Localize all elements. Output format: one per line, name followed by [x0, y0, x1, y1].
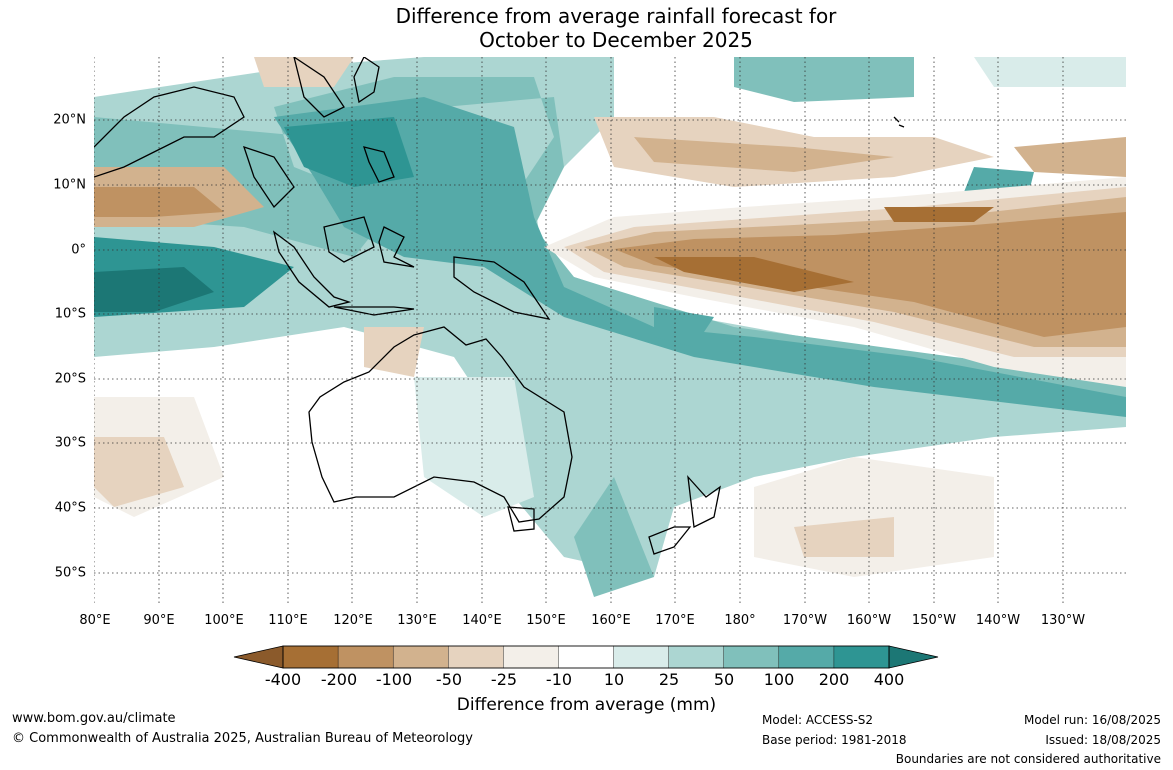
model-run-date: Model run: 16/08/2025 [1023, 713, 1161, 727]
graticule [94, 57, 1126, 605]
lon-tick-160e: 160°E [591, 613, 631, 628]
lon-tick-130e: 130°E [397, 613, 437, 628]
tasmania-coastline [507, 506, 535, 532]
colorbar-label: -25 [490, 670, 518, 689]
new-zealand-south-coastline [648, 526, 692, 555]
lat-tick-10n: 10°N [53, 177, 86, 193]
lat-tick-50s: 50°S [54, 565, 86, 581]
issued-date: Issued: 18/08/2025 [1045, 733, 1161, 747]
sumatra-coastline [272, 230, 352, 308]
colorbar [233, 645, 939, 669]
colorbar-label: 400 [873, 670, 905, 689]
lon-tick-90e: 90°E [143, 613, 175, 628]
wet-anomaly-region [94, 57, 1126, 597]
china-coastline [293, 57, 345, 118]
colorbar-label: -200 [320, 670, 358, 689]
lon-tick-120e: 120°E [333, 613, 373, 628]
colorbar-label: -400 [264, 670, 302, 689]
philippines-coastline [363, 146, 395, 183]
lat-tick-20n: 20°N [53, 112, 86, 128]
model-name: Model: ACCESS-S2 [762, 713, 874, 727]
new-guinea-coastline [453, 256, 551, 320]
colorbar-label: -100 [375, 670, 413, 689]
lon-tick-160w: 160°W [846, 613, 892, 628]
lon-tick-140w: 140°W [975, 613, 1021, 628]
hawaii-coastline [893, 116, 905, 128]
borneo-coastline [323, 216, 375, 263]
lon-tick-180: 180° [724, 613, 756, 628]
east-asia-coastline [353, 57, 380, 104]
map-title: Difference from average rainfall forecas… [0, 4, 1173, 52]
colorbar-cell [448, 645, 505, 669]
lon-tick-130w: 130°W [1040, 613, 1086, 628]
lon-tick-150e: 150°E [526, 613, 566, 628]
colorbar-cell [558, 645, 615, 669]
lon-tick-150w: 150°W [911, 613, 957, 628]
colorbar-label: 50 [713, 670, 735, 689]
lat-tick-20s: 20°S [54, 371, 86, 387]
sulawesi-coastline [378, 226, 415, 268]
colorbar-label: 100 [763, 670, 795, 689]
lat-tick-0: 0° [71, 242, 86, 258]
coastlines [94, 57, 905, 555]
colorbar-cell [503, 645, 560, 669]
colorbar-extend-high [889, 646, 938, 668]
colorbar-label: 10 [603, 670, 625, 689]
title-line-1: Difference from average rainfall forecas… [395, 4, 837, 28]
colorbar-cell [668, 645, 725, 669]
lon-tick-110e: 110°E [268, 613, 308, 628]
colorbar-cell [778, 645, 835, 669]
colorbar-extend-low [234, 646, 283, 668]
lon-tick-100e: 100°E [204, 613, 244, 628]
colorbar-cell [392, 645, 449, 669]
boundaries-disclaimer: Boundaries are not considered authoritat… [895, 752, 1161, 766]
base-period: Base period: 1981-2018 [762, 733, 907, 747]
colorbar-cell [282, 645, 339, 669]
colorbar-cell [337, 645, 394, 669]
dry-anomaly-region [94, 57, 1126, 577]
lon-tick-140e: 140°E [462, 613, 502, 628]
title-line-2: October to December 2025 [479, 28, 753, 52]
colorbar-cell [723, 645, 780, 669]
lon-tick-170w: 170°W [782, 613, 828, 628]
australia-coastline [308, 326, 573, 523]
colorbar-label: 200 [818, 670, 850, 689]
colorbar-label: -10 [545, 670, 573, 689]
java-coastline [333, 306, 415, 316]
colorbar-cell [833, 645, 890, 669]
colorbar-cell [613, 645, 670, 669]
south-asia-coastline [94, 86, 245, 178]
copyright-text: © Commonwealth of Australia 2025, Austra… [12, 731, 473, 746]
website-link[interactable]: www.bom.gov.au/climate [12, 711, 176, 726]
rainfall-map [94, 57, 1126, 605]
colorbar-title: Difference from average (mm) [456, 695, 717, 715]
lon-tick-80e: 80°E [79, 613, 111, 628]
indochina-coastline [242, 145, 295, 209]
lon-tick-170e: 170°E [655, 613, 695, 628]
lat-tick-10s: 10°S [54, 306, 86, 322]
colorbar-label: 25 [658, 670, 680, 689]
colorbar-label: -50 [435, 670, 463, 689]
lat-tick-30s: 30°S [54, 435, 86, 451]
lat-tick-40s: 40°S [54, 500, 86, 516]
new-zealand-north-coastline [687, 475, 721, 528]
